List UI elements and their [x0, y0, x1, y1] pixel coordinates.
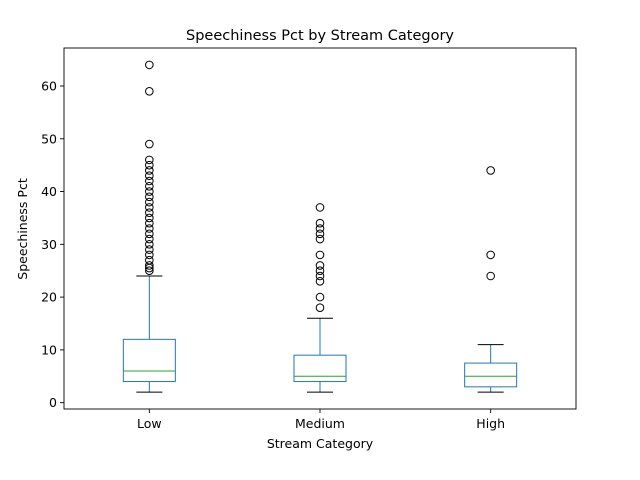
y-tick-label: 50	[41, 131, 57, 146]
y-tick-label: 40	[41, 184, 57, 199]
y-tick-label: 20	[41, 290, 57, 305]
outlier-point	[145, 250, 154, 260]
box-group-low	[122, 60, 176, 393]
y-tick-label: 0	[49, 395, 57, 410]
outlier-point	[145, 197, 154, 207]
y-tick-label: 30	[41, 237, 57, 252]
outlier-point	[145, 224, 154, 233]
outlier-point	[145, 240, 154, 249]
outlier-point	[315, 218, 325, 228]
outlier-point	[145, 203, 154, 212]
outlier-point	[145, 187, 154, 196]
chart-title: Speechiness Pct by Stream Category	[186, 28, 454, 44]
outlier-point	[145, 166, 154, 175]
outlier-point	[145, 208, 154, 217]
outlier-point	[145, 171, 154, 181]
outlier-point	[145, 139, 154, 149]
outlier-point	[315, 250, 325, 260]
outlier-point	[145, 261, 154, 270]
outlier-point	[315, 224, 325, 233]
outlier-point	[145, 213, 154, 223]
outlier-point	[145, 155, 154, 165]
outlier-point	[145, 218, 154, 228]
outlier-point	[315, 203, 325, 212]
iqr-box	[122, 338, 176, 383]
x-tick-label: Medium	[295, 416, 345, 431]
x-axis-label: Stream Category	[267, 436, 374, 451]
outlier-point	[145, 255, 154, 265]
outlier-point	[145, 266, 154, 276]
iqr-box	[293, 354, 347, 383]
outlier-point	[486, 250, 495, 260]
outlier-point	[145, 86, 154, 96]
outlier-point	[315, 292, 325, 302]
plot-frame	[63, 47, 577, 410]
outlier-point	[315, 229, 325, 239]
y-axis-label: Speechiness Pct	[15, 178, 30, 280]
outlier-point	[145, 229, 154, 239]
x-tick-label: High	[476, 416, 505, 431]
x-tick-label: Low	[137, 416, 162, 431]
y-axis: 0 10 20 30 40 50 60	[41, 79, 64, 410]
iqr-box	[464, 362, 518, 388]
y-tick-label: 60	[41, 79, 57, 94]
outlier-point	[145, 160, 154, 170]
x-axis: Low Medium High	[137, 409, 505, 431]
outlier-point	[486, 166, 495, 175]
outlier-point	[315, 303, 325, 312]
outlier-point	[486, 271, 495, 281]
outlier-point	[315, 234, 325, 244]
plot-area	[122, 60, 518, 393]
box-group-high	[464, 166, 518, 393]
outlier-point	[145, 234, 154, 244]
outlier-point	[145, 245, 154, 254]
outlier-point	[145, 192, 154, 202]
y-tick-label: 10	[41, 342, 57, 357]
outlier-point	[315, 271, 325, 281]
outlier-point	[315, 276, 325, 286]
outlier-point	[315, 266, 325, 276]
box-group-medium	[293, 203, 347, 393]
outlier-point	[145, 181, 154, 191]
outlier-point	[315, 261, 325, 270]
outlier-point	[145, 176, 154, 186]
outlier-point	[145, 60, 154, 70]
